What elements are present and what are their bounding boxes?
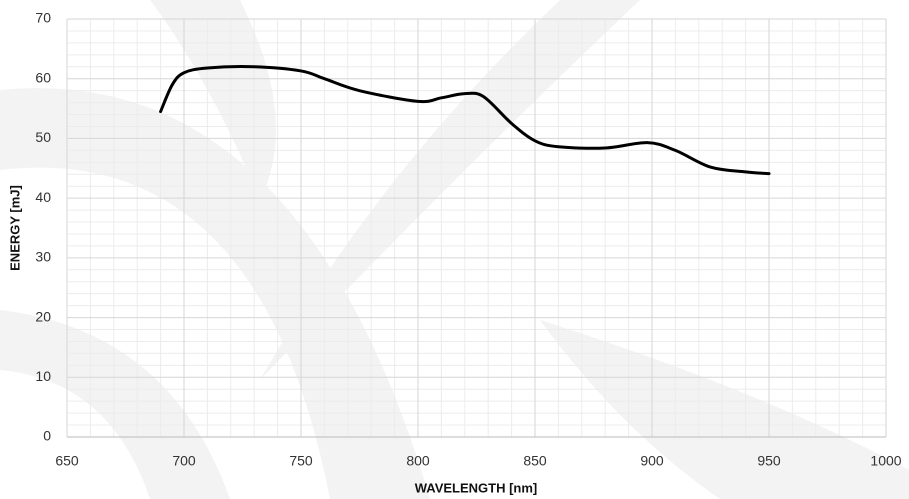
- y-tick-label: 70: [35, 10, 51, 26]
- x-tick-label: 750: [289, 453, 313, 469]
- line: [159, 65, 771, 176]
- x-tick-label: 950: [757, 453, 781, 469]
- x-tick-label: 700: [172, 453, 196, 469]
- y-tick-label: 0: [43, 428, 51, 444]
- x-tick-label: 900: [640, 453, 664, 469]
- x-tick-label: 650: [55, 453, 79, 469]
- y-axis-title: ENERGY [mJ]: [7, 185, 22, 271]
- y-tick-label: 60: [35, 69, 51, 85]
- grid: [66, 18, 887, 438]
- y-tick-label: 10: [35, 368, 51, 384]
- x-tick-label: 800: [406, 453, 430, 469]
- y-tick-label: 30: [35, 249, 51, 265]
- y-tick-label: 50: [35, 129, 51, 145]
- x-tick-label: 1000: [870, 453, 901, 469]
- y-tick-label: 40: [35, 189, 51, 205]
- x-axis-title: WAVELENGTH [nm]: [415, 480, 538, 495]
- y-tick-label: 20: [35, 308, 51, 324]
- x-tick-label: 850: [523, 453, 547, 469]
